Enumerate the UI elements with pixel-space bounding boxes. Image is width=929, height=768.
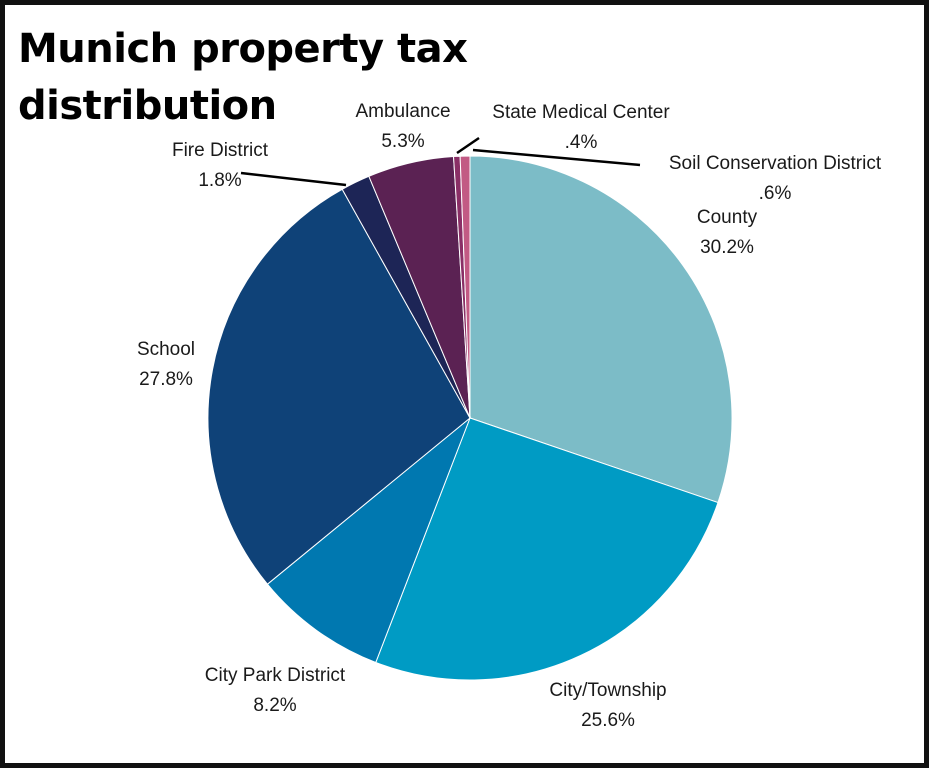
chart-title: Munich property tax distribution (18, 26, 468, 129)
slice-label-city-park-district: City Park District (205, 665, 346, 686)
pie-chart: County 30.2% City/Township 25.6% City Park D… (137, 101, 882, 731)
pie-slice-city-township (375, 417, 719, 681)
pie-slice-soil-conservation-district (459, 155, 471, 419)
slice-label-soil-conservation-district: Soil Conservation District (669, 153, 882, 174)
leader-line-fire-district (240, 171, 347, 187)
slice-value-school: 27.8% (139, 369, 193, 390)
slice-value-county: 30.2% (700, 237, 754, 258)
slice-label-ambulance: Ambulance (355, 101, 450, 122)
slice-value-fire-district: 1.8% (198, 170, 241, 191)
leader-line-state-medical-center (456, 136, 480, 155)
slice-label-school: School (137, 339, 195, 360)
slice-value-city-township: 25.6% (581, 710, 635, 731)
slice-label-city-township: City/Township (549, 680, 666, 701)
slice-value-state-medical-center: .4% (565, 132, 598, 153)
slice-value-city-park-district: 8.2% (253, 695, 296, 716)
pie-slice-county (469, 155, 733, 504)
slice-label-fire-district: Fire District (172, 140, 269, 161)
leader-line-soil-conservation-district (472, 148, 641, 167)
pie-slice-city-park-district (266, 416, 472, 664)
slice-value-ambulance: 5.3% (381, 131, 424, 152)
slice-value-soil-conservation-district: .6% (759, 183, 792, 204)
slice-label-state-medical-center: State Medical Center (492, 102, 670, 123)
slice-label-county: County (697, 207, 758, 228)
pie-slice-school (207, 188, 471, 585)
